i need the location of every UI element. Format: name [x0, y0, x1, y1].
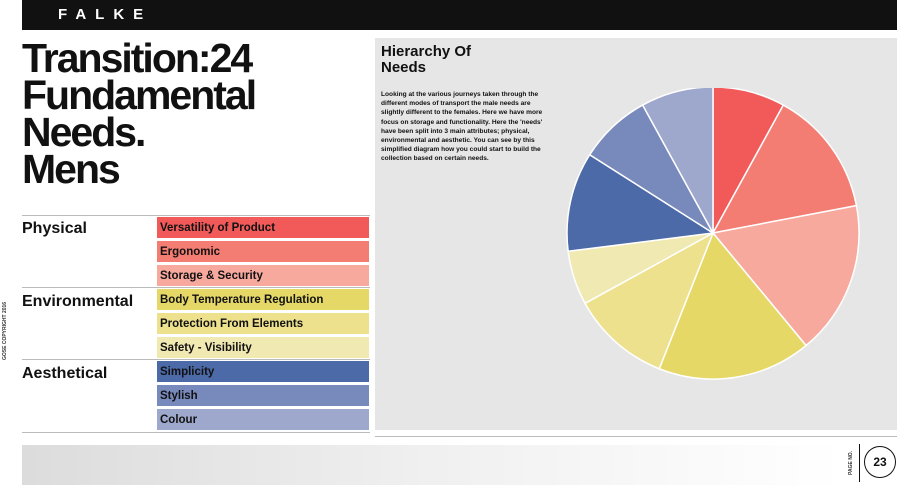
page-label: PAGE NO. [848, 450, 854, 475]
need-row: Simplicity [157, 361, 369, 383]
title-line-4: Mens [22, 146, 121, 192]
divider [22, 287, 370, 288]
need-row: Body Temperature Regulation [157, 289, 369, 311]
panel-title: Hierarchy Of Needs [381, 44, 581, 76]
need-row: Safety - Visibility [157, 337, 369, 359]
needs-pie-chart [566, 88, 860, 380]
pie-slice-9 [641, 88, 714, 234]
category-physical: Physical [22, 220, 87, 237]
divider [22, 432, 370, 433]
divider [22, 215, 370, 216]
need-row: Storage & Security [157, 265, 369, 287]
pie-slice-5 [584, 231, 715, 370]
title-line-3: Needs. [22, 109, 146, 155]
hierarchy-panel: Hierarchy Of Needs Looking at the variou… [375, 38, 897, 430]
panel-description: Looking at the various journeys taken th… [381, 91, 543, 163]
pie-slice-2 [711, 104, 858, 235]
pie-slice-3 [711, 204, 860, 347]
page-title: Transition:24 Fundamental Needs. Mens [22, 35, 362, 192]
need-row: Colour [157, 409, 369, 431]
title-line-2: Fundamental [22, 72, 257, 118]
title-line-1: Transition:24 [22, 35, 253, 81]
footer-bar [22, 445, 842, 485]
need-row: Ergonomic [157, 241, 369, 263]
page-number: 23 [864, 446, 896, 478]
divider [375, 436, 897, 437]
panel-title-line-2: Needs [381, 59, 427, 76]
footer-divider [859, 444, 860, 482]
need-row: Versatility of Product [157, 217, 369, 239]
pie-slice-4 [658, 231, 808, 380]
category-environmental: Environmental [22, 293, 134, 310]
brand-logo: FALKE [58, 6, 153, 23]
pie-slice-7 [566, 153, 716, 253]
category-aesthetical: Aesthetical [22, 365, 108, 382]
panel-title-line-1: Hierarchy Of [381, 43, 472, 60]
need-row: Protection From Elements [157, 313, 369, 335]
divider [22, 359, 370, 360]
side-copyright: GOSE COPYRIGHT 2016 [2, 301, 8, 360]
header-bar: FALKE [22, 0, 897, 30]
need-row: Stylish [157, 385, 369, 407]
